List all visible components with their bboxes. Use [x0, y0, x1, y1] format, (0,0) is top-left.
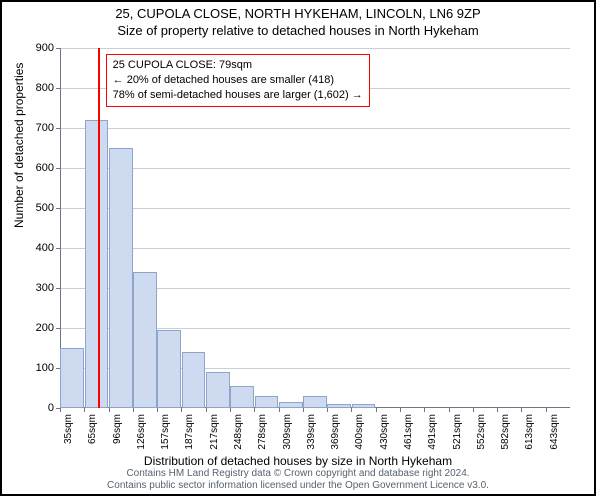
xtick-label: 126sqm	[136, 414, 147, 450]
xtick-label: 613sqm	[524, 414, 535, 450]
gridline	[60, 208, 570, 209]
footer-attribution: Contains HM Land Registry data © Crown c…	[2, 468, 594, 492]
ytick-label: 700	[14, 122, 54, 134]
ytick-label: 400	[14, 242, 54, 254]
xtick-mark	[546, 408, 547, 412]
ytick-label: 800	[14, 82, 54, 94]
xtick-label: 552sqm	[476, 414, 487, 450]
property-marker-line	[98, 48, 100, 408]
xtick-label: 400sqm	[354, 414, 365, 450]
xtick-label: 309sqm	[282, 414, 293, 450]
chart-title-line1: 25, CUPOLA CLOSE, NORTH HYKEHAM, LINCOLN…	[2, 6, 594, 21]
histogram-bar	[352, 404, 376, 408]
x-axis-label: Distribution of detached houses by size …	[2, 454, 594, 468]
xtick-mark	[521, 408, 522, 412]
xtick-label: 491sqm	[427, 414, 438, 450]
chart-container: 25, CUPOLA CLOSE, NORTH HYKEHAM, LINCOLN…	[0, 0, 596, 496]
histogram-bar	[182, 352, 206, 408]
gridline	[60, 48, 570, 49]
xtick-label: 157sqm	[160, 414, 171, 450]
xtick-mark	[84, 408, 85, 412]
xtick-mark	[303, 408, 304, 412]
xtick-mark	[133, 408, 134, 412]
xtick-label: 582sqm	[500, 414, 511, 450]
histogram-bar	[303, 396, 327, 408]
xtick-mark	[497, 408, 498, 412]
xtick-label: 96sqm	[112, 414, 123, 444]
annotation-line1: 25 CUPOLA CLOSE: 79sqm	[113, 58, 363, 73]
gridline	[60, 168, 570, 169]
xtick-mark	[351, 408, 352, 412]
footer-line2: Contains public sector information licen…	[2, 480, 594, 492]
xtick-label: 430sqm	[379, 414, 390, 450]
xtick-label: 461sqm	[403, 414, 414, 450]
xtick-mark	[157, 408, 158, 412]
gridline	[60, 248, 570, 249]
xtick-label: 643sqm	[549, 414, 560, 450]
gridline	[60, 128, 570, 129]
xtick-label: 217sqm	[209, 414, 220, 450]
xtick-mark	[181, 408, 182, 412]
histogram-bar	[109, 148, 133, 408]
histogram-bar	[279, 402, 303, 408]
xtick-mark	[327, 408, 328, 412]
annotation-line3: 78% of semi-detached houses are larger (…	[113, 88, 363, 103]
xtick-label: 339sqm	[306, 414, 317, 450]
annotation-box: 25 CUPOLA CLOSE: 79sqm← 20% of detached …	[106, 54, 370, 107]
xtick-label: 278sqm	[257, 414, 268, 450]
xtick-mark	[449, 408, 450, 412]
xtick-mark	[109, 408, 110, 412]
xtick-mark	[376, 408, 377, 412]
xtick-mark	[473, 408, 474, 412]
ytick-label: 0	[14, 402, 54, 414]
ytick-label: 100	[14, 362, 54, 374]
histogram-bar	[60, 348, 84, 408]
xtick-label: 35sqm	[63, 414, 74, 444]
xtick-label: 521sqm	[452, 414, 463, 450]
footer-line1: Contains HM Land Registry data © Crown c…	[2, 468, 594, 480]
xtick-mark	[279, 408, 280, 412]
xtick-label: 248sqm	[233, 414, 244, 450]
xtick-mark	[254, 408, 255, 412]
histogram-bar	[230, 386, 254, 408]
xtick-mark	[400, 408, 401, 412]
ytick-label: 900	[14, 42, 54, 54]
histogram-bar	[327, 404, 351, 408]
ytick-label: 600	[14, 162, 54, 174]
ytick-label: 500	[14, 202, 54, 214]
histogram-bar	[255, 396, 279, 408]
ytick-label: 200	[14, 322, 54, 334]
xtick-label: 369sqm	[330, 414, 341, 450]
plot-area: 35sqm65sqm96sqm126sqm157sqm187sqm217sqm2…	[60, 48, 570, 408]
xtick-mark	[60, 408, 61, 412]
annotation-line2: ← 20% of detached houses are smaller (41…	[113, 73, 363, 88]
xtick-label: 187sqm	[184, 414, 195, 450]
histogram-bar	[85, 120, 109, 408]
xtick-label: 65sqm	[87, 414, 98, 444]
histogram-bar	[133, 272, 157, 408]
ytick-label: 300	[14, 282, 54, 294]
xtick-mark	[230, 408, 231, 412]
histogram-bar	[206, 372, 230, 408]
chart-title-line2: Size of property relative to detached ho…	[2, 23, 594, 38]
xtick-mark	[424, 408, 425, 412]
histogram-bar	[157, 330, 181, 408]
xtick-mark	[206, 408, 207, 412]
